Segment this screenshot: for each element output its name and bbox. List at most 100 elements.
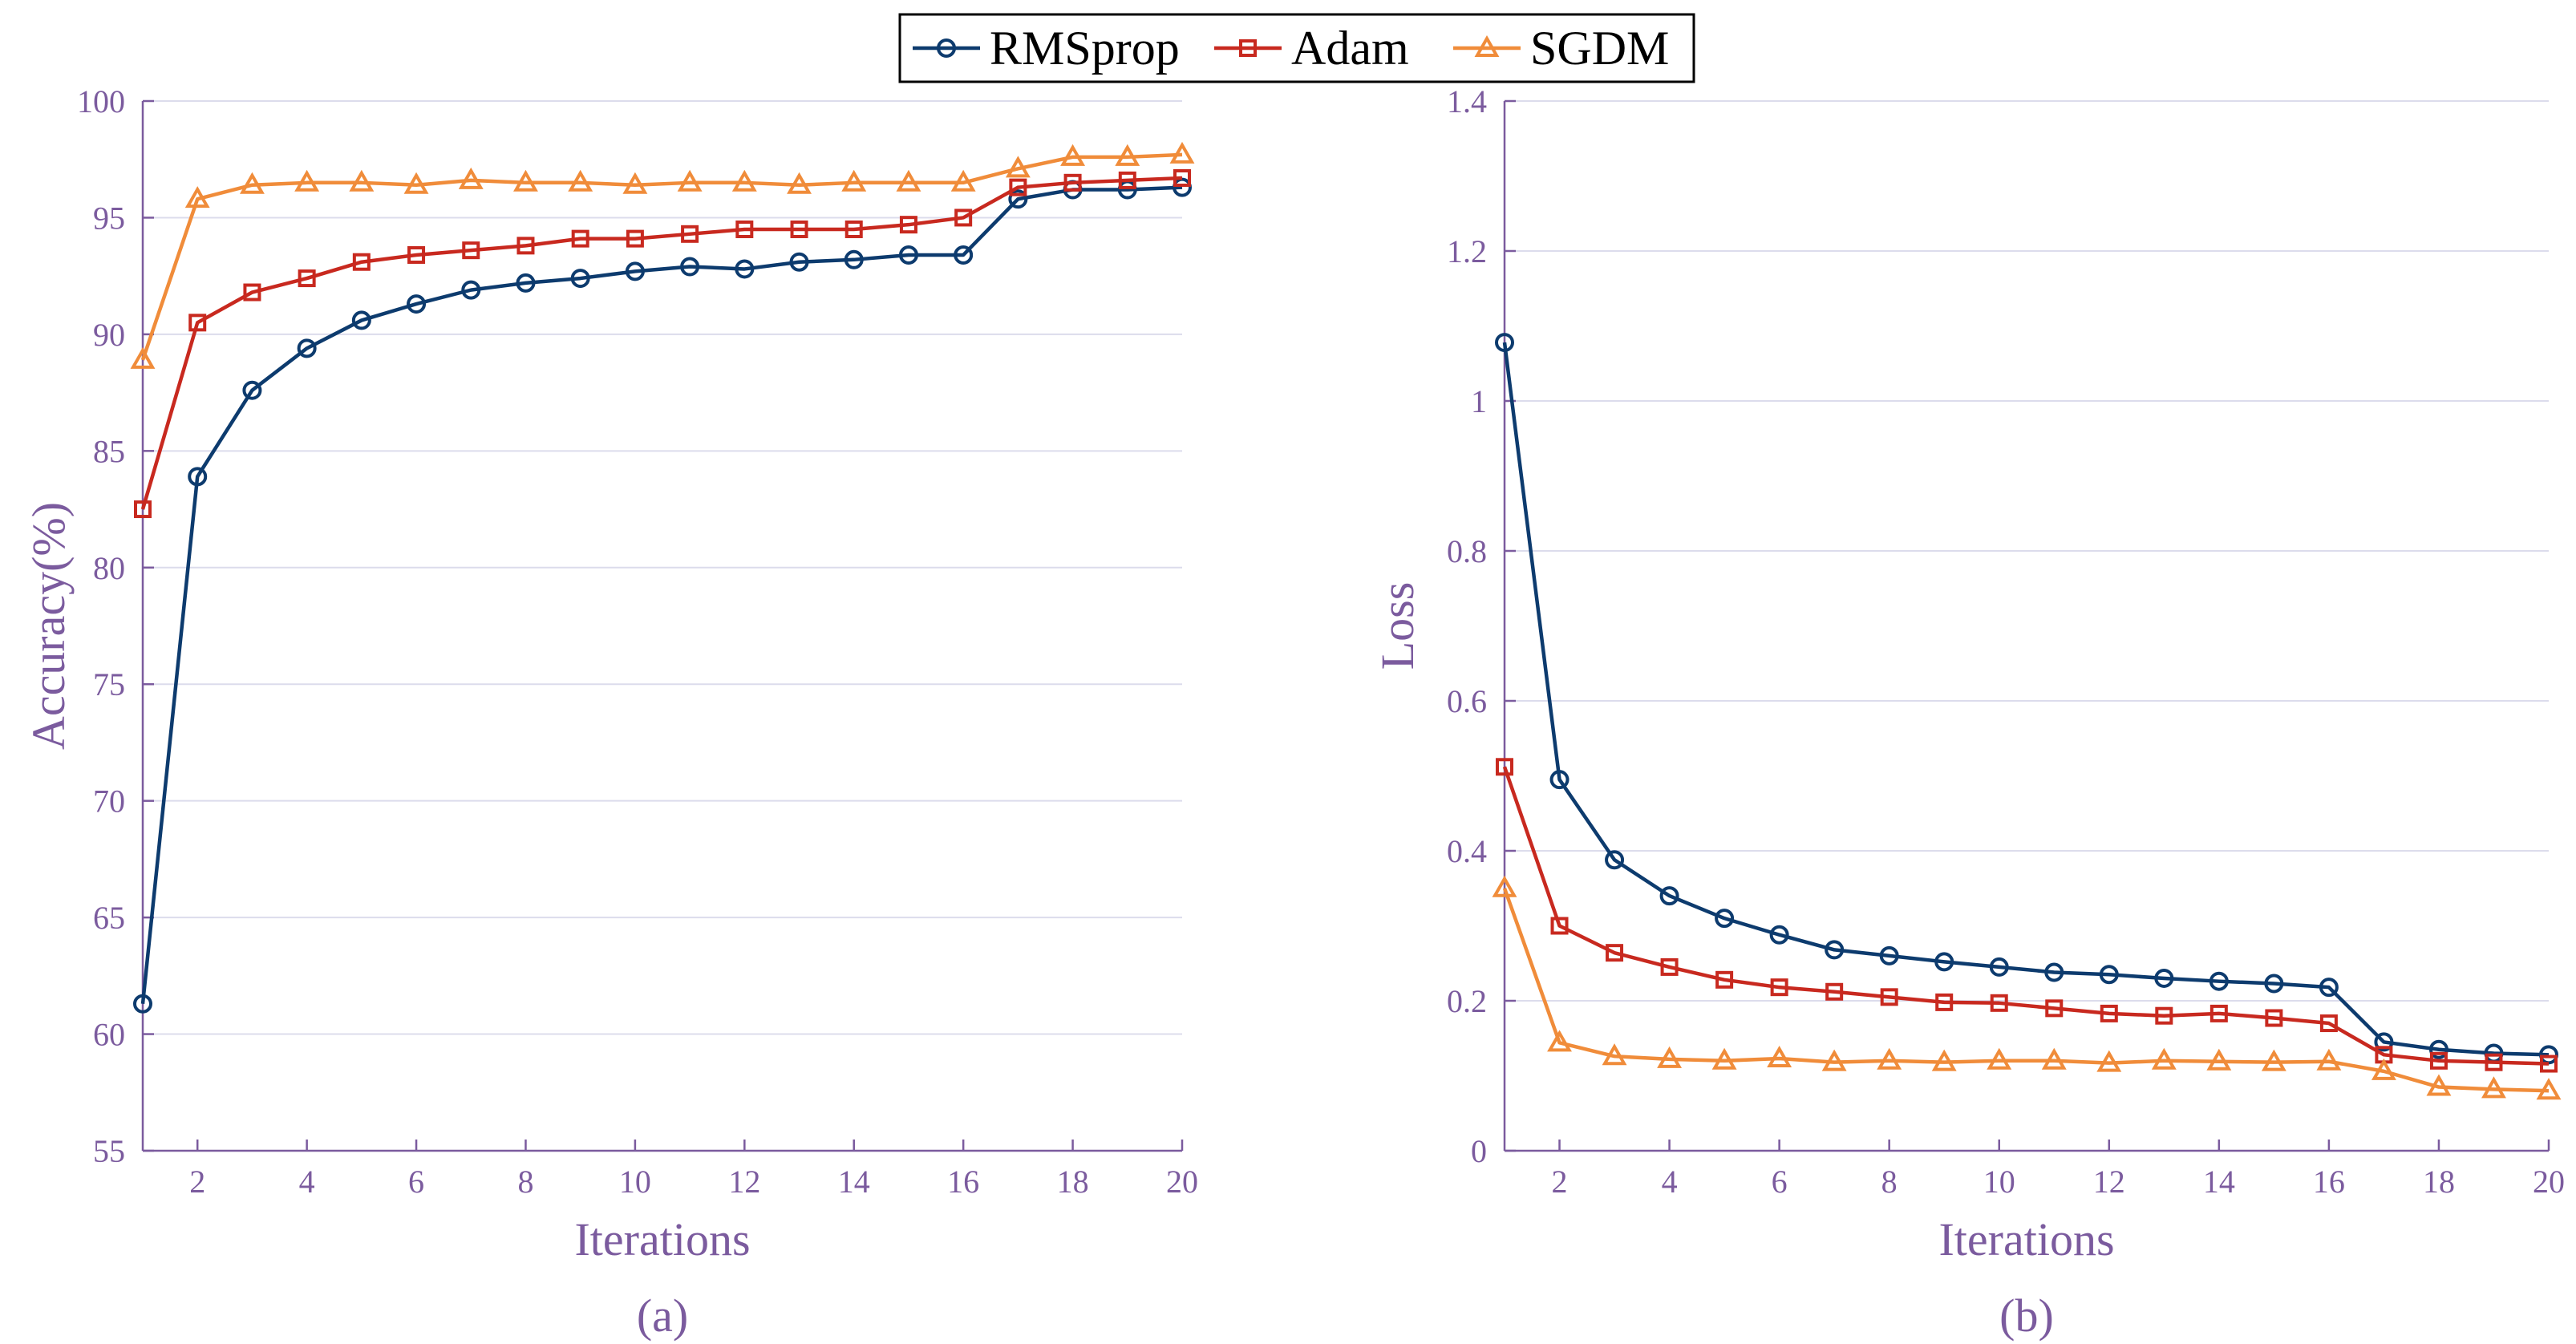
data-point-adam — [571, 229, 589, 248]
data-point-rmsprop — [2209, 971, 2229, 991]
data-point-rmsprop — [2044, 962, 2064, 982]
gridlines — [143, 100, 1182, 1152]
series-line-rmsprop — [140, 185, 1183, 1004]
data-point-rmsprop — [2428, 1039, 2448, 1059]
legend-entry-sgdm: SGDM — [1453, 22, 1669, 75]
data-point-adam — [735, 220, 754, 238]
data-point-rmsprop — [898, 245, 918, 265]
data-point-sgdm — [1492, 875, 1517, 897]
data-point-sgdm — [349, 169, 375, 192]
legend: RMSprop Adam SGDM — [898, 13, 1695, 83]
data-point-sgdm — [731, 169, 757, 192]
data-point-adam — [2100, 1004, 2118, 1022]
y-tick-label: 65 — [93, 900, 125, 936]
legend-entry-adam: Adam — [1214, 22, 1409, 75]
x-tick-label: 12 — [2093, 1164, 2125, 1200]
legend-box — [898, 13, 1695, 83]
y-tick-label: 0.4 — [1447, 833, 1487, 869]
data-point-sgdm — [1987, 1047, 2012, 1070]
x-tick-label: 10 — [1983, 1164, 2015, 1200]
data-point-adam — [298, 269, 316, 288]
data-point-rmsprop — [2319, 978, 2339, 998]
data-point-sgdm — [1931, 1049, 1957, 1071]
data-point-adam — [1173, 168, 1191, 187]
x-tick-label: 14 — [838, 1164, 870, 1200]
series-line-adam — [140, 176, 1183, 510]
y-axis-label: Loss — [1371, 582, 1424, 670]
x-tick-label: 14 — [2203, 1164, 2235, 1200]
series-sgdm — [1492, 875, 2562, 1100]
data-point-adam — [462, 241, 480, 260]
legend-entry-rmsprop: RMSprop — [913, 22, 1180, 75]
data-point-adam — [1935, 993, 1954, 1011]
data-point-sgdm — [130, 346, 156, 369]
x-tick-label: 6 — [408, 1164, 424, 1200]
data-point-sgdm — [2151, 1047, 2177, 1070]
data-point-sgdm — [2041, 1047, 2067, 1070]
data-point-rmsprop — [188, 467, 208, 487]
data-point-rmsprop — [1549, 770, 1569, 790]
legend-label: SGDM — [1530, 22, 1669, 75]
x-tick-label: 18 — [2423, 1164, 2455, 1200]
series-sgdm — [130, 141, 1195, 369]
data-point-sgdm — [294, 169, 320, 192]
data-point-rmsprop — [2374, 1032, 2394, 1052]
data-point-sgdm — [896, 169, 921, 192]
data-point-adam — [1606, 944, 1624, 962]
x-tick-label: 6 — [1772, 1164, 1788, 1200]
series-line-sgdm — [1502, 887, 2550, 1093]
data-point-rmsprop — [1605, 850, 1625, 870]
data-point-rmsprop — [1879, 945, 1899, 965]
data-point-rmsprop — [242, 380, 262, 400]
data-point-sgdm — [1821, 1049, 1847, 1071]
data-point-adam — [2045, 999, 2064, 1018]
data-point-rmsprop — [1934, 952, 1954, 972]
x-tick-label: 10 — [619, 1164, 651, 1200]
data-point-adam — [844, 220, 863, 238]
legend-marker — [1474, 34, 1500, 57]
y-tick-label: 95 — [93, 200, 125, 236]
data-point-adam — [352, 253, 371, 271]
data-point-rmsprop — [1825, 940, 1845, 960]
y-tick-label: 80 — [93, 550, 125, 586]
y-axis-label: Accuracy(%) — [22, 502, 75, 750]
data-point-adam — [407, 245, 426, 264]
accuracy-panel: 2 4 6 8 10 12 14 16 18 20 55 60 65 70 75 80 85 90 95 100 Ite… — [22, 83, 1198, 1342]
data-point-sgdm — [841, 169, 867, 192]
data-point-adam — [626, 229, 644, 248]
x-tick-label: 8 — [517, 1164, 533, 1200]
data-point-sgdm — [403, 172, 429, 194]
data-point-adam — [1550, 917, 1569, 935]
data-point-sgdm — [184, 186, 210, 208]
data-point-sgdm — [677, 169, 703, 192]
x-tick-label: 2 — [1552, 1164, 1568, 1200]
data-point-rmsprop — [2154, 968, 2174, 988]
data-point-adam — [188, 314, 207, 332]
data-point-sgdm — [2206, 1048, 2232, 1071]
y-tick-label: 85 — [93, 433, 125, 469]
data-point-sgdm — [458, 167, 484, 189]
data-point-sgdm — [2096, 1050, 2122, 1072]
gridlines — [1505, 100, 2549, 1152]
data-point-sgdm — [1060, 144, 1086, 166]
data-point-adam — [1118, 171, 1136, 189]
data-point-rmsprop — [789, 252, 809, 272]
data-point-rmsprop — [680, 257, 700, 277]
legend-label: RMSprop — [990, 22, 1180, 75]
data-point-rmsprop — [351, 310, 371, 330]
loss-panel: 2 4 6 8 10 12 14 16 18 20 0 0.2 0.4 0.6 0.8 1 1.2 1.4 Iter… — [1371, 83, 2565, 1342]
data-point-sgdm — [1767, 1045, 1792, 1067]
data-point-adam — [954, 208, 973, 227]
data-point-adam — [134, 500, 152, 519]
data-point-adam — [243, 283, 261, 302]
x-tick-label: 4 — [299, 1164, 315, 1200]
data-point-adam — [2485, 1053, 2503, 1071]
series-line-adam — [1502, 766, 2550, 1066]
x-tick-label: 2 — [189, 1164, 205, 1200]
data-point-adam — [1715, 970, 1734, 989]
data-point-adam — [2265, 1009, 2283, 1027]
legend-marker — [937, 38, 956, 58]
x-axis-label: Iterations — [1938, 1213, 2114, 1265]
series-line-sgdm — [140, 152, 1183, 361]
